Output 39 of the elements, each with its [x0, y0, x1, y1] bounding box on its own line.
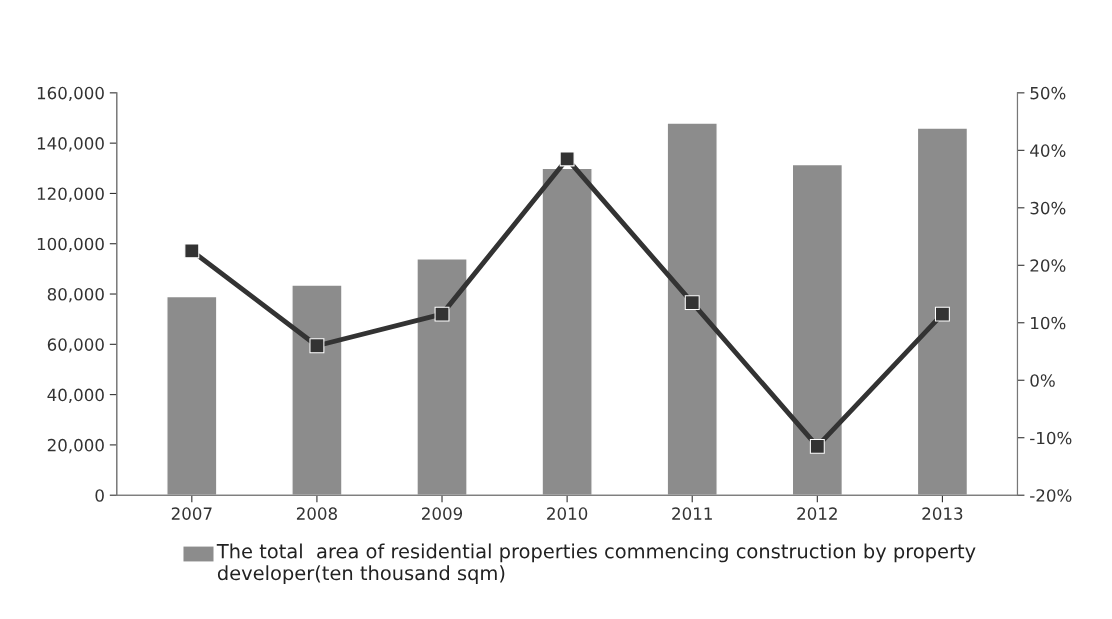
point [559, 151, 575, 167]
y-tick-label: 160,000 [37, 86, 104, 102]
x-tick-label: 2010 [547, 507, 588, 520]
x-tick-label: 2007 [171, 507, 212, 520]
y2-tick-label: 10% [1031, 316, 1066, 330]
x-tick-label: 2012 [797, 507, 837, 520]
point [184, 243, 200, 259]
y2-tick-label: 0% [1030, 374, 1055, 387]
point [809, 438, 825, 454]
point [434, 306, 450, 322]
x-tick-label: 2008 [296, 507, 337, 520]
y-tick-label: 0 [95, 489, 104, 502]
bar [166, 295, 218, 496]
y-tick-label: 60,000 [47, 338, 104, 353]
x-tick-label: 2009 [422, 507, 463, 520]
y2-tick-label: -10% [1030, 431, 1072, 445]
point [309, 338, 325, 354]
legend-label: The total area of residential properties commencing construction by property developer(ten thousand sqm) [216, 543, 976, 585]
bar [416, 258, 468, 496]
bar [541, 167, 593, 496]
y2-tick-label: 50% [1030, 86, 1066, 100]
x-tick-label: 2013 [922, 507, 963, 520]
y2-tick-label: 40% [1030, 144, 1066, 157]
y2-tick-label: -20% [1030, 489, 1072, 502]
y-tick-label: 140,000 [37, 137, 104, 152]
bar [791, 163, 844, 496]
bar [666, 122, 718, 496]
y-tick-label: 100,000 [37, 237, 104, 252]
point [934, 306, 950, 322]
y-tick-label: 20,000 [47, 438, 104, 454]
y-tick-label: 80,000 [47, 287, 104, 303]
y-tick-label: 120,000 [37, 187, 104, 202]
y-tick-label: 40,000 [47, 388, 104, 403]
bar [291, 284, 343, 496]
y2-tick-label: 30% [1030, 201, 1066, 215]
x-tick-label: 2011 [672, 507, 712, 520]
bar [916, 127, 969, 496]
point [684, 295, 700, 311]
y2-tick-label: 20% [1030, 259, 1066, 272]
